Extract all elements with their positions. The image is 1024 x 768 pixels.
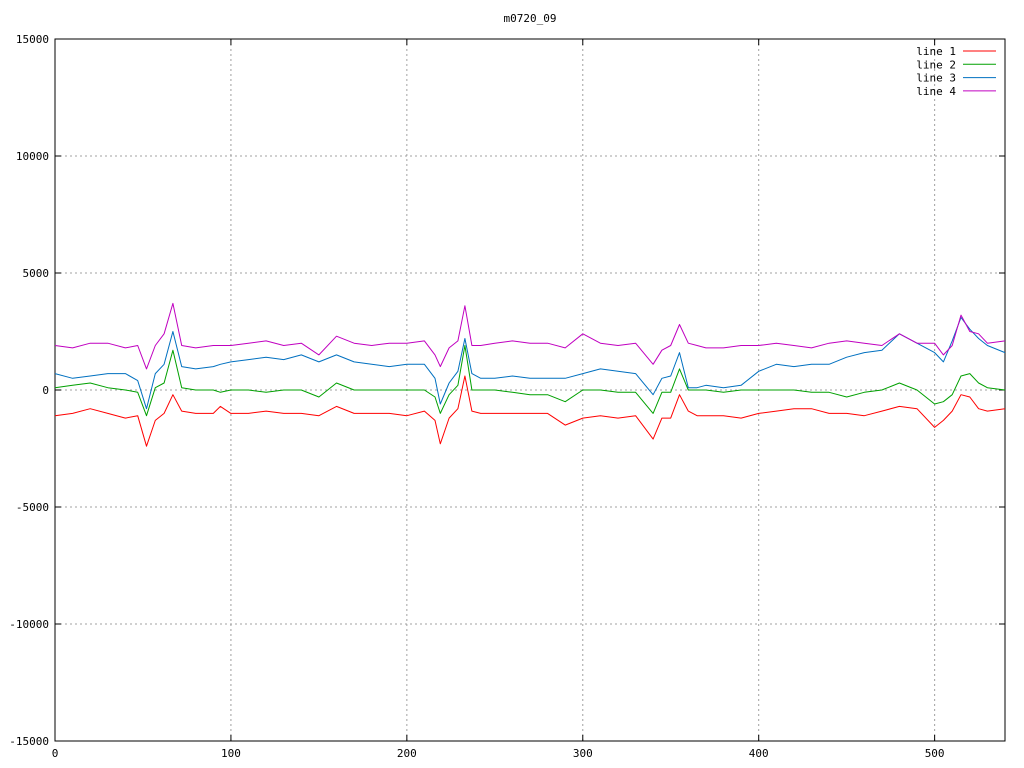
y-tick-label: 5000 — [23, 267, 50, 280]
y-tick-label: 10000 — [16, 150, 49, 163]
y-tick-label: -5000 — [16, 501, 49, 514]
y-tick-label: -15000 — [9, 735, 49, 748]
x-tick-label: 500 — [925, 747, 945, 760]
x-tick-label: 300 — [573, 747, 593, 760]
x-tick-label: 0 — [52, 747, 59, 760]
series-line-4 — [54, 302, 1006, 370]
legend-label-1: line 1 — [916, 45, 956, 58]
y-tick-label: -10000 — [9, 618, 49, 631]
x-tick-label: 400 — [749, 747, 769, 760]
legend-label-4: line 4 — [916, 85, 956, 98]
series-line-3 — [54, 317, 1006, 410]
series-line-1 — [54, 375, 1006, 447]
series-lines — [54, 302, 1006, 447]
grid — [55, 39, 1005, 741]
x-tick-label: 200 — [397, 747, 417, 760]
chart-title: m0720_09 — [504, 12, 557, 25]
series-line-2 — [54, 345, 1006, 417]
legend-label-2: line 2 — [916, 58, 956, 71]
y-tick-label: 15000 — [16, 33, 49, 46]
x-tick-label: 100 — [221, 747, 241, 760]
axis-ticks: -15000 -10000 -5000 0 5000 10000 15000 0 100 200 3… — [9, 33, 1005, 760]
legend-label-3: line 3 — [916, 72, 956, 85]
y-tick-label: 0 — [42, 384, 49, 397]
